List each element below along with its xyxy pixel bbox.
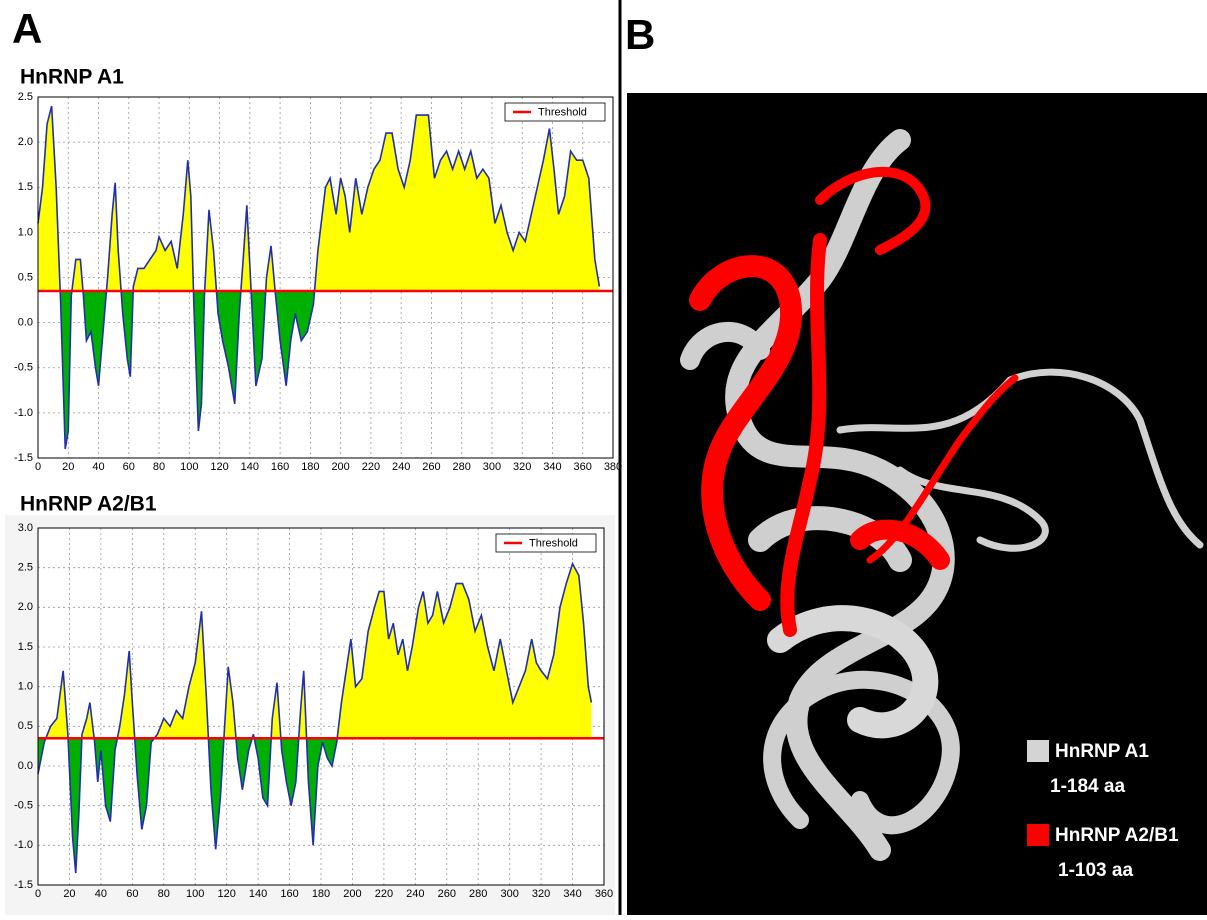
legend-label: HnRNP A2/B1 bbox=[1055, 825, 1179, 846]
x-tick-label: 280 bbox=[469, 888, 487, 900]
panel-label: A bbox=[12, 5, 42, 52]
y-tick-label: -1.0 bbox=[14, 407, 33, 419]
x-tick-label: 300 bbox=[483, 461, 501, 473]
x-tick-label: 320 bbox=[513, 461, 531, 473]
x-tick-label: 120 bbox=[210, 461, 228, 473]
x-tick-label: 200 bbox=[331, 461, 349, 473]
area-above bbox=[38, 563, 592, 739]
y-tick-label: 0.5 bbox=[18, 271, 33, 283]
y-tick-label: -1.0 bbox=[14, 839, 33, 851]
protein-structure bbox=[680, 129, 1204, 861]
x-tick-label: 360 bbox=[574, 461, 592, 473]
x-tick-label: 380 bbox=[604, 461, 622, 473]
x-tick-label: 160 bbox=[280, 888, 298, 900]
area-above bbox=[38, 106, 600, 292]
y-tick-label: -0.5 bbox=[14, 800, 33, 812]
legend-box bbox=[495, 533, 597, 553]
legend-range: 1-184 aa bbox=[1050, 776, 1125, 797]
line bbox=[37, 561, 593, 874]
legend-swatch bbox=[1027, 824, 1049, 846]
x-tick-label: 180 bbox=[301, 461, 319, 473]
y-tick-label: -1.5 bbox=[14, 452, 33, 464]
x-tick-label: 20 bbox=[62, 461, 74, 473]
y-tick-label: 3.0 bbox=[18, 522, 33, 534]
chart-title: HnRNP A2/B1 bbox=[20, 493, 157, 516]
axes-frame bbox=[37, 527, 605, 886]
x-tick-label: 0 bbox=[35, 461, 41, 473]
x-tick-label: 220 bbox=[362, 461, 380, 473]
y-tick-label: 0.0 bbox=[18, 760, 33, 772]
y-tick-label: 2.5 bbox=[18, 562, 33, 574]
x-tick-label: 320 bbox=[532, 888, 550, 900]
y-tick-label: 1.5 bbox=[18, 641, 33, 653]
y-tick-label: -1.5 bbox=[14, 879, 33, 891]
y-tick-label: -0.5 bbox=[14, 362, 33, 374]
x-tick-label: 340 bbox=[543, 461, 561, 473]
x-tick-label: 240 bbox=[406, 888, 424, 900]
x-tick-label: 40 bbox=[95, 888, 107, 900]
legend-box bbox=[504, 102, 606, 122]
chart-title: HnRNP A1 bbox=[20, 66, 124, 89]
panel-label: B bbox=[625, 11, 655, 58]
x-tick-label: 160 bbox=[271, 461, 289, 473]
x-tick-label: 120 bbox=[217, 888, 235, 900]
x-tick-label: 220 bbox=[375, 888, 393, 900]
x-tick-label: 100 bbox=[180, 461, 198, 473]
area-below bbox=[38, 291, 600, 449]
x-tick-label: 80 bbox=[153, 461, 165, 473]
line bbox=[37, 105, 601, 450]
y-tick-label: 1.0 bbox=[18, 681, 33, 693]
x-tick-label: 140 bbox=[249, 888, 267, 900]
y-tick-label: 0.0 bbox=[18, 317, 33, 329]
x-tick-label: 260 bbox=[422, 461, 440, 473]
x-tick-label: 280 bbox=[453, 461, 471, 473]
legend-range: 1-103 aa bbox=[1058, 860, 1133, 881]
x-tick-label: 300 bbox=[500, 888, 518, 900]
legend-label: Threshold bbox=[538, 106, 587, 118]
y-tick-label: 1.0 bbox=[18, 226, 33, 238]
axes-frame bbox=[37, 96, 614, 459]
y-tick-label: 1.5 bbox=[18, 181, 33, 193]
y-tick-label: 2.0 bbox=[18, 601, 33, 613]
x-tick-label: 140 bbox=[241, 461, 259, 473]
x-tick-label: 0 bbox=[35, 888, 41, 900]
x-tick-label: 180 bbox=[312, 888, 330, 900]
legend-label: Threshold bbox=[529, 537, 578, 549]
x-tick-label: 60 bbox=[123, 461, 135, 473]
x-tick-label: 80 bbox=[158, 888, 170, 900]
x-tick-label: 20 bbox=[63, 888, 75, 900]
x-tick-label: 360 bbox=[595, 888, 613, 900]
y-tick-label: 2.0 bbox=[18, 136, 33, 148]
x-tick-label: 200 bbox=[343, 888, 361, 900]
y-tick-label: 0.5 bbox=[18, 720, 33, 732]
x-tick-label: 340 bbox=[563, 888, 581, 900]
x-tick-label: 260 bbox=[438, 888, 456, 900]
x-tick-label: 100 bbox=[186, 888, 204, 900]
x-tick-label: 240 bbox=[392, 461, 410, 473]
legend-swatch bbox=[1027, 740, 1049, 762]
x-tick-label: 40 bbox=[92, 461, 104, 473]
y-tick-label: 2.5 bbox=[18, 91, 33, 103]
x-tick-label: 60 bbox=[126, 888, 138, 900]
legend-label: HnRNP A1 bbox=[1055, 741, 1149, 762]
